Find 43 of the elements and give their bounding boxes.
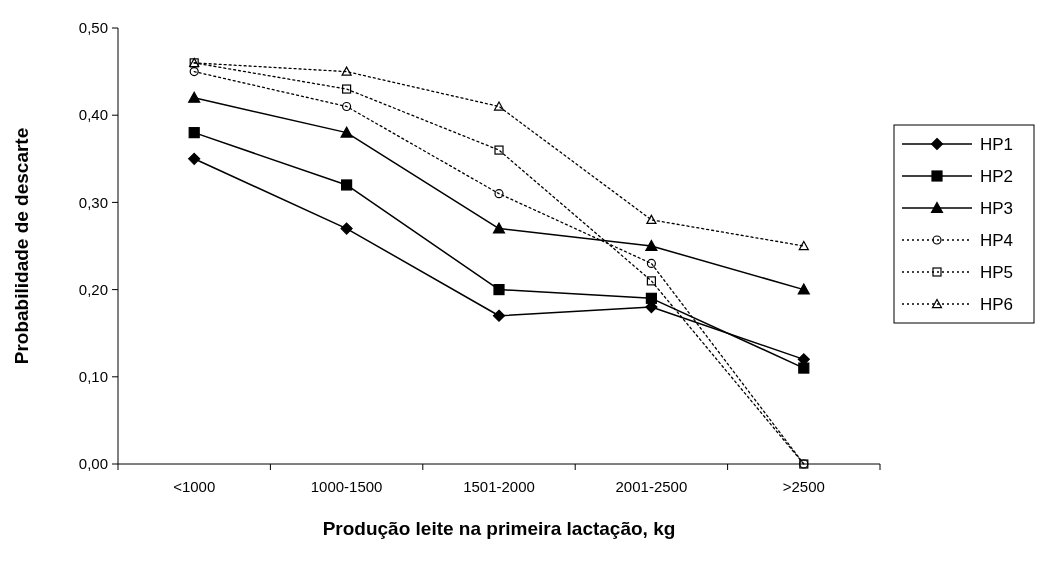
point (188, 127, 200, 139)
y-tick-label: 0,50 (78, 19, 108, 37)
legend-label: HP4 (980, 230, 1014, 250)
legend-label: HP1 (980, 134, 1014, 154)
point (341, 179, 353, 191)
legend-label: HP5 (980, 262, 1014, 282)
point (188, 152, 201, 165)
y-tick-label: 0,00 (78, 455, 108, 473)
x-tick-label: 2001-2500 (615, 478, 688, 495)
x-tick-label: <1000 (173, 478, 216, 495)
point (189, 67, 199, 77)
point (494, 189, 504, 199)
point (188, 91, 201, 103)
legend-label: HP6 (980, 294, 1014, 314)
point (340, 126, 353, 138)
point (492, 309, 506, 322)
x-tick-label: 1501-2000 (463, 478, 535, 495)
point (645, 292, 657, 304)
point (342, 84, 352, 94)
y-tick-label: 0,20 (78, 280, 108, 298)
point (493, 101, 505, 111)
point (646, 276, 656, 286)
legend-label: HP2 (980, 166, 1014, 186)
y-tick-label: 0,30 (78, 193, 108, 211)
point (342, 101, 352, 112)
point (646, 258, 656, 269)
point (492, 222, 506, 234)
y-tick-label: 0,10 (78, 368, 108, 386)
x-tick-label: >2500 (782, 478, 825, 495)
point (798, 362, 810, 374)
y-axis-title: Probabilidade de descarte (11, 127, 32, 365)
point (798, 240, 809, 251)
x-tick-label: 1000-1500 (310, 478, 383, 495)
point (797, 283, 810, 295)
y-tick-label: 0,40 (78, 106, 108, 124)
point (340, 222, 353, 235)
point (494, 145, 504, 155)
legend-label: HP3 (980, 198, 1014, 218)
x-axis-title: Produção leite na primeira lactação, kg (322, 518, 676, 539)
point (341, 66, 352, 76)
point (493, 284, 505, 296)
point (646, 214, 657, 225)
point (645, 239, 658, 251)
